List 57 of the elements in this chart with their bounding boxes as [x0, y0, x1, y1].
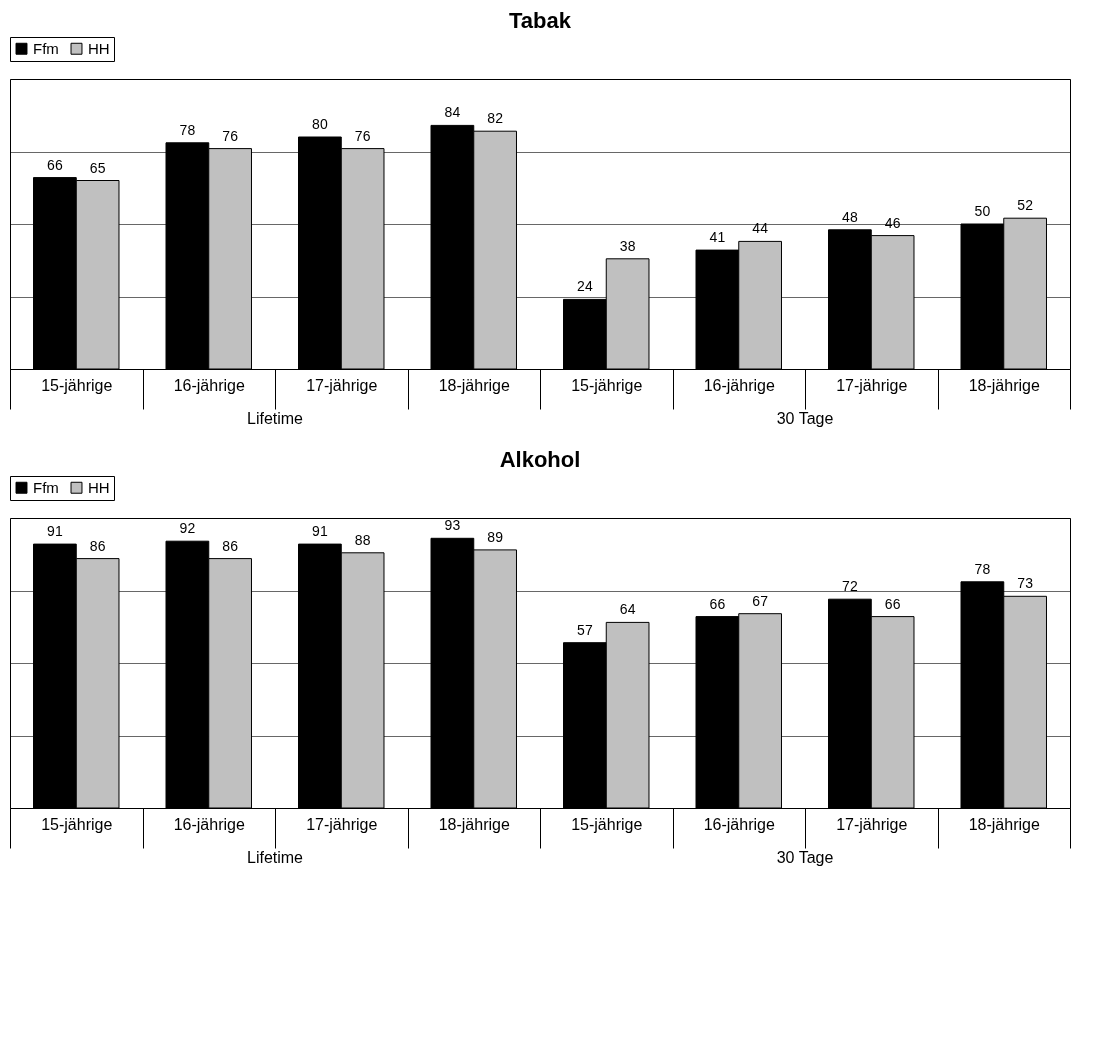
data-label: 84 [444, 104, 461, 121]
x-tick-label: 16-jährige [173, 815, 245, 833]
text: 30 Tage [776, 410, 834, 427]
text: Lifetime [246, 849, 304, 866]
data-label: 66 [709, 595, 726, 612]
x-tick-label: 18-jährige [968, 376, 1040, 394]
data-label: 64 [619, 601, 636, 618]
x-tick-label: 17-jährige [306, 815, 378, 833]
data-label: 76 [354, 127, 371, 144]
x-tick-label: 17-jährige [836, 815, 908, 833]
x-tick-label: 18-jährige [438, 815, 510, 833]
x-tick-label: 18-jährige [968, 815, 1040, 833]
x-tick-label: 15-jährige [41, 376, 113, 394]
text: 30 Tage [776, 849, 834, 866]
data-label: 91 [47, 523, 63, 540]
x-tick-label: 18-jährige [438, 376, 510, 394]
text: Lifetime [246, 410, 304, 427]
x-tick-label: 16-jährige [703, 815, 775, 833]
data-label: 66 [884, 595, 901, 612]
data-label: 82 [487, 110, 504, 127]
data-label: 66 [47, 156, 63, 173]
data-label: 72 [842, 578, 858, 595]
x-tick-label: 17-jährige [836, 376, 908, 394]
data-label: 76 [222, 127, 239, 144]
data-label: 24 [577, 278, 593, 295]
x-tick-label: 16-jährige [173, 376, 245, 394]
chart-title: Alkohol [499, 446, 581, 472]
data-label: 89 [487, 528, 504, 545]
data-label: 67 [752, 592, 769, 609]
data-label: 86 [89, 537, 106, 554]
data-label: 41 [709, 229, 726, 246]
data-label: 48 [842, 208, 858, 225]
x-tick-label: 16-jährige [703, 376, 775, 394]
data-label: 38 [619, 237, 636, 254]
data-label: 57 [577, 621, 593, 638]
legend-label: Ffm [33, 39, 59, 57]
chart-title: Tabak [509, 7, 572, 33]
data-label: 78 [179, 121, 196, 138]
legend-label: Ffm [33, 478, 59, 496]
legend-label: HH [88, 39, 110, 57]
data-label: 91 [312, 523, 328, 540]
data-label: 93 [444, 517, 461, 534]
data-label: 73 [1017, 575, 1034, 592]
data-label: 44 [752, 220, 769, 237]
data-label: 80 [312, 116, 328, 132]
data-label: 78 [974, 560, 991, 577]
data-label: 88 [354, 531, 371, 548]
x-tick-label: 15-jährige [571, 815, 643, 833]
data-label: 86 [222, 537, 239, 554]
data-label: 52 [1017, 197, 1034, 214]
x-tick-label: 15-jährige [571, 376, 643, 394]
x-tick-label: 15-jährige [41, 815, 113, 833]
legend-label: HH [88, 478, 110, 496]
data-label: 92 [179, 520, 196, 537]
data-label: 50 [974, 203, 991, 219]
x-tick-label: 17-jährige [306, 376, 378, 394]
data-label: 65 [89, 159, 106, 176]
